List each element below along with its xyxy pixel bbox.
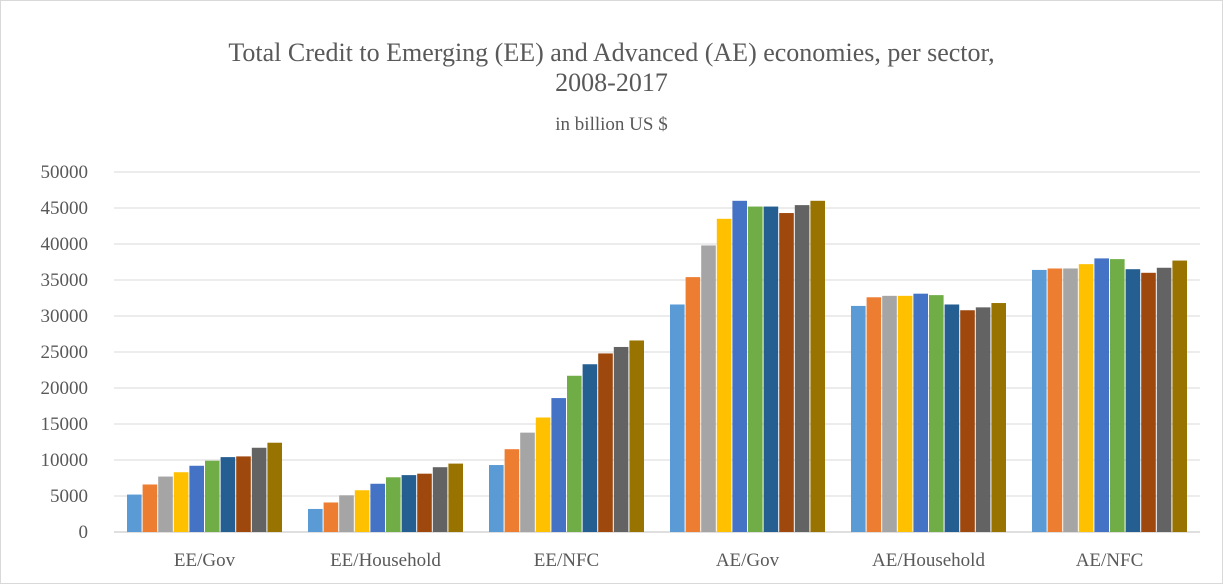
- bar: [189, 465, 204, 532]
- bar: [520, 432, 535, 532]
- bar: [1032, 269, 1047, 532]
- bar: [866, 297, 882, 532]
- bar: [158, 476, 173, 532]
- bar: [220, 457, 236, 532]
- bar: [205, 460, 220, 532]
- bar: [173, 472, 189, 532]
- y-tick-label: 0: [79, 522, 89, 543]
- x-category-label: AE/Household: [872, 550, 985, 571]
- x-axis-category-labels: EE/Gov EE/Household EE/NFC AE/Gov AE/Househo…: [174, 550, 1143, 571]
- bar: [567, 375, 582, 532]
- x-category-label: AE/Gov: [716, 550, 780, 571]
- bar: [551, 398, 566, 532]
- y-tick-label: 20000: [41, 378, 89, 399]
- bar: [794, 205, 810, 532]
- bar: [323, 502, 339, 532]
- chart-subtitle: in billion US $: [555, 114, 668, 135]
- gridlines: [114, 171, 1200, 533]
- bar: [732, 200, 747, 533]
- y-tick-label: 25000: [41, 342, 89, 363]
- chart-title: Total Credit to Emerging (EE) and Advanc…: [0, 38, 1223, 98]
- bar: [670, 304, 685, 532]
- bar: [535, 417, 551, 532]
- bar: [127, 494, 142, 532]
- bar: [354, 490, 370, 532]
- bar: [779, 213, 794, 533]
- y-tick-label: 45000: [41, 198, 89, 219]
- bar: [1063, 268, 1078, 532]
- bar: [1094, 258, 1109, 532]
- chart-title-line-2: 2008-2017: [555, 68, 668, 97]
- bar: [489, 465, 504, 532]
- y-tick-label: 50000: [41, 162, 89, 183]
- bar: [763, 206, 779, 532]
- bar: [236, 456, 251, 532]
- bar: [897, 295, 913, 532]
- bars: [127, 200, 1187, 533]
- bar: [1141, 272, 1156, 532]
- bar: [401, 475, 417, 532]
- y-tick-label: 5000: [50, 486, 88, 507]
- bar: [598, 353, 613, 532]
- bar: [975, 307, 991, 532]
- bar: [1047, 268, 1063, 532]
- bar: [882, 295, 897, 532]
- x-category-label: EE/Gov: [174, 550, 236, 571]
- bar: [582, 364, 598, 532]
- bar: [810, 200, 825, 533]
- bar: [417, 473, 432, 532]
- bar: [339, 495, 354, 532]
- bar: [701, 245, 716, 532]
- bar: [913, 293, 928, 532]
- bar: [1172, 260, 1187, 532]
- bar: [267, 442, 282, 532]
- bar: [944, 304, 960, 532]
- bar: [929, 295, 944, 532]
- y-tick-label: 10000: [41, 450, 89, 471]
- bar: [960, 310, 975, 532]
- bar: [386, 477, 401, 532]
- chart-title-line-1: Total Credit to Emerging (EE) and Advanc…: [228, 38, 995, 67]
- bar: [142, 484, 158, 532]
- y-tick-label: 35000: [41, 270, 89, 291]
- y-tick-label: 30000: [41, 306, 89, 327]
- bar: [991, 303, 1006, 532]
- bar: [685, 277, 701, 532]
- bar: [1156, 267, 1172, 532]
- y-tick-label: 15000: [41, 414, 89, 435]
- bar: [613, 346, 629, 532]
- bar: [748, 206, 763, 532]
- x-category-label: AE/NFC: [1076, 550, 1144, 571]
- bar: [308, 508, 323, 532]
- bar: [448, 463, 463, 532]
- bar: [432, 467, 448, 532]
- bar: [716, 218, 732, 533]
- bar: [1125, 269, 1141, 532]
- y-tick-label: 40000: [41, 234, 89, 255]
- x-category-label: EE/NFC: [534, 550, 599, 571]
- x-category-label: EE/Household: [330, 550, 441, 571]
- bar: [1078, 264, 1094, 532]
- bar: [629, 340, 644, 532]
- bar: [370, 483, 385, 532]
- bar: [851, 305, 866, 532]
- bar: [251, 447, 267, 532]
- y-axis-tick-labels: 0 5000 10000 15000 20000 25000 30000 35000 40000…: [41, 162, 89, 543]
- bar: [504, 449, 520, 532]
- bar: [1110, 259, 1125, 532]
